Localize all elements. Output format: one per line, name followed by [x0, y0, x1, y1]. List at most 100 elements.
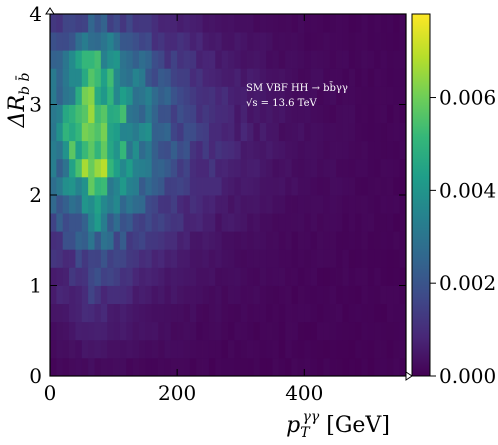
heatmap-cell: [183, 122, 191, 142]
heatmap-cell: [297, 86, 305, 105]
heatmap-cell: [278, 68, 286, 87]
heatmap-cell: [393, 104, 401, 123]
heatmap-cell: [50, 267, 57, 286]
annotation-process-text: SM VBF HH → bb̄γγ: [246, 82, 348, 94]
heatmap-cell: [247, 321, 254, 341]
colorbar: [411, 13, 431, 377]
heatmap-cell: [107, 104, 114, 123]
heatmap-cell: [132, 32, 140, 51]
heatmap-cell: [208, 285, 216, 304]
heatmap-cell: [202, 267, 210, 286]
heatmap-cell: [164, 249, 172, 268]
heatmap-cell: [336, 249, 343, 268]
heatmap-cell: [247, 140, 254, 160]
heatmap-cell: [50, 50, 57, 69]
heatmap-cell: [336, 267, 343, 286]
heatmap-cell: [361, 14, 369, 33]
heatmap-cell: [399, 285, 407, 304]
heatmap-cell: [259, 195, 267, 214]
heatmap-cell: [304, 249, 312, 268]
x-label-unit: [GeV]: [319, 413, 390, 438]
heatmap-cell: [202, 357, 210, 377]
heatmap-cell: [132, 267, 140, 286]
heatmap-cell: [240, 86, 248, 105]
heatmap-cell: [56, 140, 64, 160]
heatmap-cell: [240, 195, 248, 214]
heatmap-cell: [151, 68, 159, 87]
heatmap-cell: [81, 303, 89, 323]
heatmap-cell: [304, 104, 312, 123]
heatmap-cell: [380, 339, 388, 359]
heatmap-cell: [297, 357, 305, 377]
heatmap-cell: [151, 32, 159, 51]
heatmap-cell: [266, 249, 273, 268]
heatmap-cell: [259, 50, 267, 69]
heatmap-cell: [215, 267, 223, 286]
heatmap-cell: [259, 231, 267, 250]
heatmap-cell: [329, 249, 337, 268]
heatmap-cell: [215, 303, 223, 323]
heatmap-cell: [228, 14, 235, 33]
heatmap-cell: [240, 50, 248, 69]
heatmap-cell: [126, 68, 134, 87]
heatmap-cell: [145, 357, 153, 377]
heatmap-cell: [94, 195, 102, 214]
heatmap-cell: [88, 86, 95, 105]
heatmap-cell: [247, 68, 254, 87]
heatmap-cell: [139, 321, 146, 341]
heatmap-cell: [285, 321, 292, 341]
heatmap-cell: [151, 321, 159, 341]
heatmap-cell: [208, 140, 216, 160]
heatmap-cell: [355, 339, 362, 359]
heatmap-cell: [164, 122, 172, 142]
heatmap-cell: [297, 32, 305, 51]
heatmap-cell: [50, 357, 57, 377]
heatmap-cell: [399, 122, 407, 142]
heatmap-cell: [208, 267, 216, 286]
heatmap-cell: [62, 86, 70, 105]
heatmap-cell: [183, 249, 191, 268]
heatmap-cell: [380, 104, 388, 123]
heatmap-cell: [107, 122, 114, 142]
heatmap-cell: [126, 339, 134, 359]
heatmap-cell: [158, 285, 165, 304]
heatmap-cell: [304, 213, 312, 232]
heatmap-cell: [291, 104, 299, 123]
heatmap-cell: [367, 213, 375, 232]
heatmap-cell: [272, 104, 280, 123]
heatmap-cell: [291, 267, 299, 286]
heatmap-cell: [170, 339, 178, 359]
heatmap-cell: [196, 68, 203, 87]
heatmap-cell: [202, 303, 210, 323]
heatmap-cell: [380, 50, 388, 69]
heatmap-cell: [62, 50, 70, 69]
heatmap-cell: [100, 68, 108, 87]
heatmap-cell: [56, 357, 64, 377]
heatmap-cell: [208, 50, 216, 69]
heatmap-cell: [348, 249, 356, 268]
heatmap-cell: [259, 303, 267, 323]
heatmap-cell: [170, 285, 178, 304]
heatmap-cell: [56, 158, 64, 178]
heatmap-cell: [177, 14, 184, 33]
heatmap-cell: [94, 339, 102, 359]
heatmap-cell: [240, 303, 248, 323]
heatmap-cell: [196, 50, 203, 69]
heatmap-cell: [272, 231, 280, 250]
heatmap-cell: [145, 14, 153, 33]
heatmap-cell: [158, 14, 165, 33]
heatmap-cell: [297, 303, 305, 323]
heatmap-cell: [221, 303, 229, 323]
heatmap-cell: [297, 158, 305, 178]
heatmap-cell: [228, 249, 235, 268]
heatmap-cell: [113, 14, 121, 33]
heatmap-cell: [158, 249, 165, 268]
heatmap-cell: [310, 213, 318, 232]
heatmap-cell: [94, 158, 102, 178]
heatmap-cell: [304, 68, 312, 87]
heatmap-cell: [113, 339, 121, 359]
heatmap-cell: [297, 104, 305, 123]
heatmap-cell: [278, 50, 286, 69]
heatmap-cell: [126, 357, 134, 377]
